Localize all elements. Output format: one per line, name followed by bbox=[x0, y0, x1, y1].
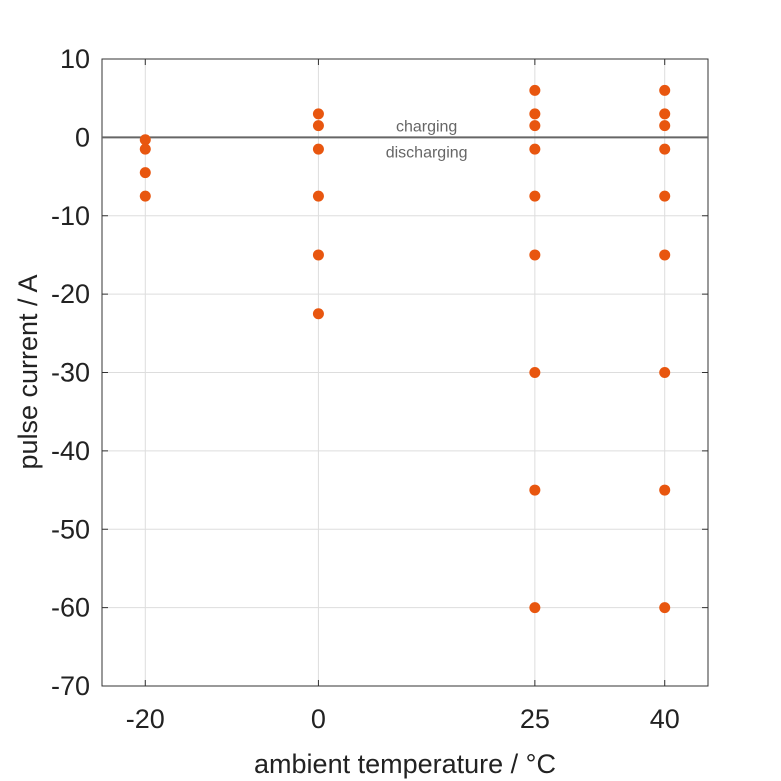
data-point bbox=[312, 143, 324, 155]
data-point bbox=[529, 143, 541, 155]
data-point bbox=[659, 249, 671, 261]
data-point bbox=[529, 602, 541, 614]
data-point bbox=[139, 143, 151, 155]
data-point bbox=[312, 120, 324, 132]
point-layer bbox=[139, 84, 671, 614]
tick-layer: -20 0 25 40 10 0 -10 -20 -30 -40 -50 -60 -70 bbox=[51, 44, 708, 734]
data-point bbox=[529, 108, 541, 120]
data-point bbox=[659, 143, 671, 155]
data-point bbox=[529, 484, 541, 496]
x-axis-title: ambient temperature / °C bbox=[254, 749, 556, 779]
data-point bbox=[659, 484, 671, 496]
data-point bbox=[529, 249, 541, 261]
data-point bbox=[139, 190, 151, 202]
data-point bbox=[659, 602, 671, 614]
data-point bbox=[529, 367, 541, 378]
y-tick-label: -20 bbox=[51, 279, 90, 309]
data-point bbox=[529, 84, 541, 96]
data-point bbox=[312, 108, 324, 120]
data-point bbox=[659, 367, 671, 378]
y-tick-label: 0 bbox=[75, 122, 90, 152]
y-tick-label: -10 bbox=[51, 201, 90, 231]
data-point bbox=[312, 190, 324, 202]
data-point bbox=[659, 108, 671, 120]
data-point bbox=[659, 190, 671, 202]
x-tick-label: -20 bbox=[126, 704, 165, 734]
data-point bbox=[529, 120, 541, 132]
data-point bbox=[312, 249, 324, 261]
data-point bbox=[659, 120, 671, 132]
y-tick-label: -70 bbox=[51, 671, 90, 701]
y-tick-label: -50 bbox=[51, 514, 90, 544]
y-tick-label: -30 bbox=[51, 358, 90, 388]
data-point bbox=[139, 134, 151, 146]
x-tick-label: 40 bbox=[650, 704, 680, 734]
x-tick-label: 0 bbox=[311, 704, 326, 734]
y-tick-label: 10 bbox=[60, 44, 90, 74]
data-point bbox=[529, 190, 541, 202]
y-axis-title: pulse current / A bbox=[13, 274, 43, 469]
reference-layer: charging discharging bbox=[102, 118, 708, 161]
data-point bbox=[659, 84, 671, 96]
data-point bbox=[139, 167, 151, 179]
y-tick-label: -40 bbox=[51, 436, 90, 466]
discharging-label: discharging bbox=[386, 144, 468, 161]
data-point bbox=[312, 308, 324, 320]
y-tick-label: -60 bbox=[51, 593, 90, 623]
charging-label: charging bbox=[396, 118, 457, 135]
x-tick-label: 25 bbox=[520, 704, 550, 734]
